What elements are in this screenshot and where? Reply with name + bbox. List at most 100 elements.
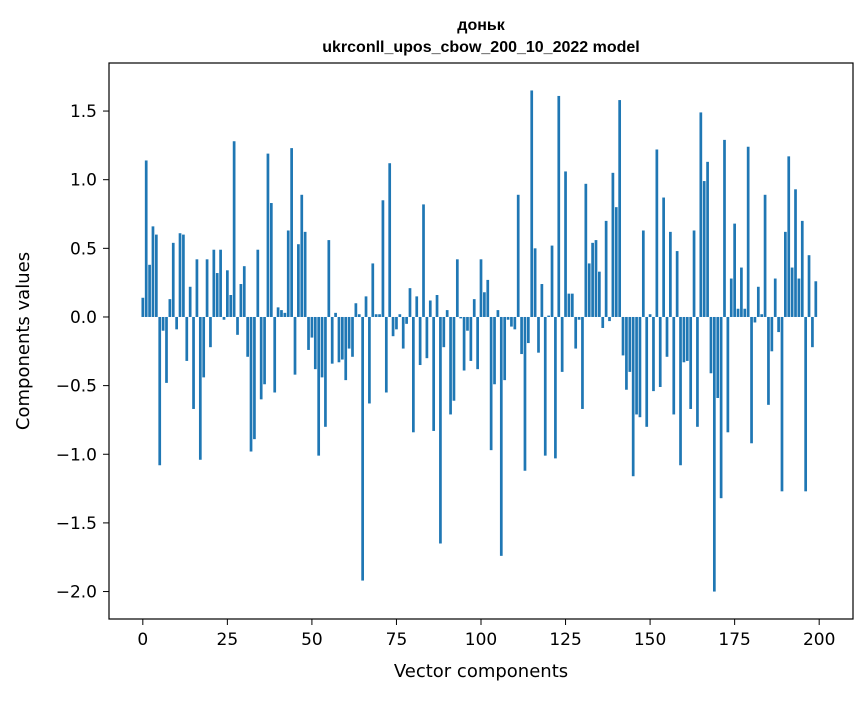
bar-component-174 — [729, 278, 733, 317]
bar-component-108 — [506, 316, 510, 320]
bar-component-55 — [327, 240, 331, 317]
bar-component-103 — [489, 316, 493, 451]
bar-component-105 — [496, 310, 500, 317]
bar-component-19 — [205, 259, 209, 317]
bar-component-189 — [780, 316, 784, 492]
bar-component-148 — [641, 230, 645, 317]
bar-component-132 — [587, 263, 591, 317]
bar-component-62 — [351, 316, 354, 357]
bar-component-80 — [412, 316, 415, 433]
bar-component-37 — [266, 153, 270, 317]
bar-component-130 — [581, 316, 584, 409]
x-tick-label: 0 — [137, 630, 148, 650]
bar-component-71 — [381, 200, 385, 317]
bar-component-39 — [273, 316, 277, 393]
bar-component-122 — [554, 316, 557, 459]
x-tick-label: 200 — [803, 630, 835, 650]
bar-component-65 — [361, 316, 364, 581]
bar-component-158 — [675, 251, 679, 317]
x-tick-label: 75 — [386, 630, 408, 650]
bar-component-91 — [449, 316, 452, 415]
bar-component-118 — [540, 284, 544, 317]
bar-component-79 — [408, 288, 412, 317]
bar-component-7 — [165, 316, 168, 383]
bar-component-48 — [303, 231, 307, 317]
bar-component-155 — [665, 316, 669, 357]
chart-title: доньк — [457, 17, 505, 34]
bar-component-131 — [584, 183, 588, 317]
x-tick-label: 175 — [718, 630, 750, 650]
y-tick-label: −2.0 — [56, 583, 97, 603]
bar-component-56 — [330, 316, 334, 364]
bar-component-98 — [472, 299, 476, 317]
bar-component-128 — [574, 316, 578, 349]
bar-component-193 — [794, 189, 797, 317]
bar-component-82 — [418, 316, 422, 366]
bar-component-101 — [483, 292, 486, 317]
bar-component-49 — [307, 316, 310, 350]
bar-component-42 — [283, 312, 287, 317]
bar-component-141 — [618, 100, 622, 317]
bar-component-147 — [638, 316, 642, 418]
bar-component-35 — [259, 316, 263, 400]
bar-component-59 — [340, 316, 344, 360]
bar-component-95 — [462, 316, 466, 371]
bar-component-94 — [459, 316, 463, 319]
bar-component-115 — [530, 90, 534, 317]
bar-component-20 — [209, 316, 212, 348]
bar-component-111 — [516, 194, 520, 317]
bar-component-157 — [672, 316, 676, 415]
bar-component-151 — [652, 316, 655, 392]
bar-component-113 — [523, 316, 527, 471]
bar-component-96 — [466, 316, 469, 331]
bar-component-149 — [645, 316, 649, 427]
y-tick-label: 1.0 — [70, 171, 97, 191]
y-tick-label: −1.0 — [56, 445, 97, 465]
bar-component-22 — [215, 273, 219, 317]
bar-component-53 — [320, 316, 324, 378]
bar-component-150 — [648, 314, 652, 317]
bar-component-182 — [756, 286, 760, 317]
bar-component-83 — [422, 204, 425, 317]
bar-component-32 — [249, 316, 253, 452]
bar-component-75 — [395, 316, 398, 330]
y-tick-label: 1.5 — [70, 102, 97, 122]
bar-component-152 — [655, 149, 659, 317]
x-tick-label: 100 — [465, 630, 497, 650]
bar-component-6 — [161, 316, 165, 331]
bar-component-51 — [313, 316, 317, 370]
bar-component-199 — [814, 281, 818, 317]
bar-component-66 — [364, 296, 368, 317]
bar-component-129 — [577, 316, 581, 320]
bar-component-170 — [716, 316, 720, 398]
bar-component-142 — [621, 316, 625, 356]
bar-component-38 — [269, 203, 273, 317]
bar-component-36 — [263, 316, 266, 385]
bar-component-156 — [669, 231, 672, 317]
bars-group — [141, 90, 818, 592]
bar-component-41 — [280, 310, 283, 317]
bar-component-188 — [777, 316, 780, 333]
bar-component-173 — [726, 316, 730, 433]
bar-component-8 — [168, 299, 172, 317]
bar-component-57 — [334, 312, 337, 317]
bar-component-184 — [763, 194, 767, 317]
bar-component-109 — [510, 316, 513, 327]
bar-component-133 — [591, 242, 594, 317]
bar-component-107 — [503, 316, 507, 381]
bar-component-139 — [611, 172, 615, 317]
bar-component-167 — [706, 161, 709, 317]
bar-component-169 — [712, 316, 716, 592]
bar-component-117 — [537, 316, 540, 353]
bar-component-72 — [384, 316, 388, 393]
bar-component-119 — [543, 316, 547, 456]
bar-component-140 — [614, 207, 618, 317]
bar-component-21 — [212, 249, 216, 317]
bar-component-67 — [368, 316, 371, 404]
bar-component-195 — [800, 220, 804, 317]
bar-component-31 — [246, 316, 250, 357]
bar-component-171 — [719, 316, 723, 499]
bar-component-54 — [324, 316, 327, 427]
bar-component-191 — [787, 156, 791, 317]
